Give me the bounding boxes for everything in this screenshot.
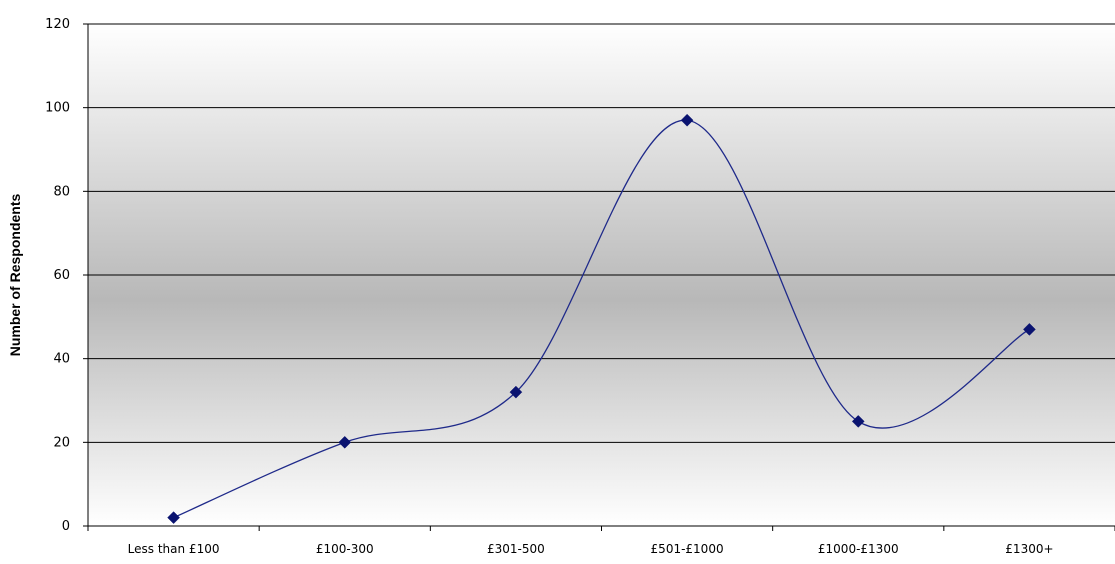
data-point-4 (851, 415, 865, 428)
y-tick-label: 40 (53, 352, 70, 367)
data-point-5 (1023, 323, 1036, 336)
x-tick-label: £100-300 (316, 542, 374, 556)
gridlines (88, 23, 1115, 443)
data-point-1 (338, 435, 352, 449)
data-point-0 (167, 511, 180, 524)
y-tick-label: 120 (45, 17, 70, 32)
tick-labels: 0 20 40 60 80 100 120 Less than £100 £100-300 £30… (45, 17, 1053, 556)
y-tick-label: 60 (53, 268, 70, 283)
x-tick-label: Less than £100 (128, 542, 220, 556)
axes (83, 23, 1115, 531)
data-point-2 (509, 385, 523, 399)
y-tick-label: 20 (53, 435, 70, 450)
x-tick-label: £301-500 (487, 542, 545, 556)
x-tick-label: £1300+ (1005, 542, 1053, 556)
y-tick-label: 100 (45, 101, 70, 116)
y-axis-label: Number of Respondents (7, 194, 23, 357)
series (167, 113, 1036, 524)
y-tick-label: 80 (53, 184, 70, 199)
x-tick-label: £501-£1000 (651, 542, 724, 556)
x-tick-label: £1000-£1300 (818, 542, 899, 556)
y-tick-label: 0 (62, 519, 70, 534)
data-point-3 (680, 113, 694, 127)
